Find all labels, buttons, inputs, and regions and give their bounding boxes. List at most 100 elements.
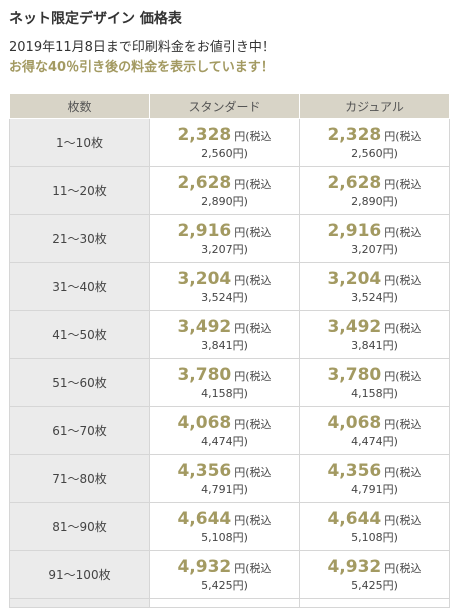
price-unit: 円(税込 xyxy=(234,465,272,479)
price-amount: 3,204 xyxy=(177,268,232,289)
price-unit: 円(税込 xyxy=(234,417,272,431)
casual-price-cell: 4,932 円(税込 5,425円) xyxy=(299,550,450,599)
table-row: 31～40枚 3,204 円(税込 3,524円) 3,204 円(税込 3,524円) xyxy=(9,262,450,311)
table-body: 1～10枚 2,328 円(税込 2,560円) 2,328 円(税込 2,560円) 11～… xyxy=(9,118,450,608)
price-amount: 4,932 xyxy=(177,556,232,577)
casual-price-cell: 4,068 円(税込 4,474円) xyxy=(299,406,450,455)
casual-price-cell: 2,628 円(税込 2,890円) xyxy=(299,166,450,215)
page-title: ネット限定デザイン 価格表 xyxy=(9,11,182,27)
table-row: 71～80枚 4,356 円(税込 4,791円) 4,356 円(税込 4,791円) xyxy=(9,454,450,503)
discount-highlight: お得な40％引き後の料金を表示しています！ xyxy=(9,60,274,75)
price-amount: 3,780 xyxy=(177,364,232,385)
price-tax-included: 5,425円) xyxy=(201,578,248,592)
price-tax-included: 4,158円) xyxy=(351,386,398,400)
table-row: 1～10枚 2,328 円(税込 2,560円) 2,328 円(税込 2,560円) xyxy=(9,118,450,167)
price-unit: 円(税込 xyxy=(234,273,272,287)
price-tax-included: 5,108円) xyxy=(201,530,248,544)
price-unit: 円(税込 xyxy=(234,513,272,527)
quantity-cell: 1～10枚 xyxy=(9,118,150,167)
casual-price-cell xyxy=(299,598,450,608)
price-unit: 円(税込 xyxy=(234,129,272,143)
price-unit: 円(税込 xyxy=(234,177,272,191)
table-row: 41～50枚 3,492 円(税込 3,841円) 3,492 円(税込 3,841円) xyxy=(9,310,450,359)
standard-price-cell xyxy=(149,598,300,608)
price-tax-included: 4,158円) xyxy=(201,386,248,400)
price-amount: 4,068 xyxy=(177,412,232,433)
casual-price-cell: 3,780 円(税込 4,158円) xyxy=(299,358,450,407)
price-unit: 円(税込 xyxy=(234,225,272,239)
price-amount: 4,644 xyxy=(327,508,382,529)
price-tax-included: 2,560円) xyxy=(201,146,248,160)
quantity-cell: 51～60枚 xyxy=(9,358,150,407)
standard-price-cell: 3,780 円(税込 4,158円) xyxy=(149,358,300,407)
casual-price-cell: 2,328 円(税込 2,560円) xyxy=(299,118,450,167)
price-unit: 円(税込 xyxy=(384,417,422,431)
quantity-cell: 81～90枚 xyxy=(9,502,150,551)
table-row: 61～70枚 4,068 円(税込 4,474円) 4,068 円(税込 4,474円) xyxy=(9,406,450,455)
price-amount: 2,328 xyxy=(177,124,232,145)
quantity-cell: 91～100枚 xyxy=(9,550,150,599)
quantity-cell: 31～40枚 xyxy=(9,262,150,311)
table-row-partial xyxy=(9,598,450,608)
quantity-cell: 11～20枚 xyxy=(9,166,150,215)
price-tax-included: 3,207円) xyxy=(201,242,248,256)
table-header-row: 枚数 スタンダード カジュアル xyxy=(9,93,450,119)
price-amount: 4,356 xyxy=(327,460,382,481)
price-amount: 4,068 xyxy=(327,412,382,433)
standard-price-cell: 4,932 円(税込 5,425円) xyxy=(149,550,300,599)
price-unit: 円(税込 xyxy=(384,273,422,287)
header-standard: スタンダード xyxy=(149,93,300,119)
price-tax-included: 3,841円) xyxy=(201,338,248,352)
price-unit: 円(税込 xyxy=(384,561,422,575)
standard-price-cell: 2,328 円(税込 2,560円) xyxy=(149,118,300,167)
price-unit: 円(税込 xyxy=(234,561,272,575)
table-row: 91～100枚 4,932 円(税込 5,425円) 4,932 円(税込 5,425円) xyxy=(9,550,450,599)
casual-price-cell: 3,204 円(税込 3,524円) xyxy=(299,262,450,311)
price-amount: 3,492 xyxy=(327,316,382,337)
price-tax-included: 2,890円) xyxy=(351,194,398,208)
quantity-cell: 71～80枚 xyxy=(9,454,150,503)
price-amount: 3,204 xyxy=(327,268,382,289)
discount-notice: 2019年11月8日まで印刷料金をお値引き中！ xyxy=(9,40,275,55)
price-tax-included: 5,108円) xyxy=(351,530,398,544)
price-tax-included: 4,474円) xyxy=(351,434,398,448)
price-table: 枚数 スタンダード カジュアル 1～10枚 2,328 円(税込 2,560円) 2,3… xyxy=(9,93,450,608)
table-row: 51～60枚 3,780 円(税込 4,158円) 3,780 円(税込 4,158円) xyxy=(9,358,450,407)
price-amount: 2,628 xyxy=(327,172,382,193)
casual-price-cell: 3,492 円(税込 3,841円) xyxy=(299,310,450,359)
price-amount: 2,328 xyxy=(327,124,382,145)
price-amount: 4,932 xyxy=(327,556,382,577)
price-unit: 円(税込 xyxy=(234,369,272,383)
table-row: 81～90枚 4,644 円(税込 5,108円) 4,644 円(税込 5,108円) xyxy=(9,502,450,551)
quantity-cell: 41～50枚 xyxy=(9,310,150,359)
standard-price-cell: 4,644 円(税込 5,108円) xyxy=(149,502,300,551)
price-tax-included: 3,524円) xyxy=(201,290,248,304)
price-amount: 4,644 xyxy=(177,508,232,529)
casual-price-cell: 4,644 円(税込 5,108円) xyxy=(299,502,450,551)
quantity-cell: 61～70枚 xyxy=(9,406,150,455)
price-tax-included: 2,560円) xyxy=(351,146,398,160)
price-tax-included: 3,841円) xyxy=(351,338,398,352)
standard-price-cell: 4,068 円(税込 4,474円) xyxy=(149,406,300,455)
price-unit: 円(税込 xyxy=(384,129,422,143)
header-quantity: 枚数 xyxy=(9,93,150,119)
standard-price-cell: 2,628 円(税込 2,890円) xyxy=(149,166,300,215)
price-unit: 円(税込 xyxy=(384,321,422,335)
price-tax-included: 4,474円) xyxy=(201,434,248,448)
price-tax-included: 4,791円) xyxy=(201,482,248,496)
table-row: 21～30枚 2,916 円(税込 3,207円) 2,916 円(税込 3,207円) xyxy=(9,214,450,263)
price-tax-included: 2,890円) xyxy=(201,194,248,208)
price-unit: 円(税込 xyxy=(384,369,422,383)
standard-price-cell: 2,916 円(税込 3,207円) xyxy=(149,214,300,263)
casual-price-cell: 2,916 円(税込 3,207円) xyxy=(299,214,450,263)
price-amount: 2,916 xyxy=(177,220,232,241)
price-unit: 円(税込 xyxy=(384,465,422,479)
price-tax-included: 3,207円) xyxy=(351,242,398,256)
price-amount: 2,628 xyxy=(177,172,232,193)
standard-price-cell: 3,492 円(税込 3,841円) xyxy=(149,310,300,359)
quantity-cell xyxy=(9,598,150,608)
price-amount: 3,492 xyxy=(177,316,232,337)
header-casual: カジュアル xyxy=(299,93,450,119)
price-tax-included: 5,425円) xyxy=(351,578,398,592)
standard-price-cell: 4,356 円(税込 4,791円) xyxy=(149,454,300,503)
